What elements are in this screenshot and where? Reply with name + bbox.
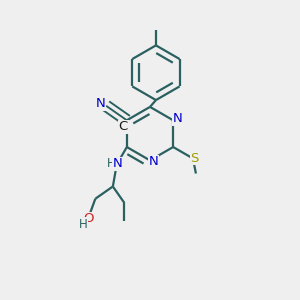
Text: C: C — [118, 120, 128, 133]
Text: H: H — [78, 218, 87, 230]
Text: O: O — [83, 212, 93, 225]
Text: N: N — [149, 155, 159, 168]
Text: N: N — [96, 97, 106, 110]
Text: S: S — [190, 152, 199, 164]
Text: N: N — [173, 112, 183, 125]
Text: N: N — [112, 158, 122, 170]
Text: H: H — [106, 158, 115, 170]
